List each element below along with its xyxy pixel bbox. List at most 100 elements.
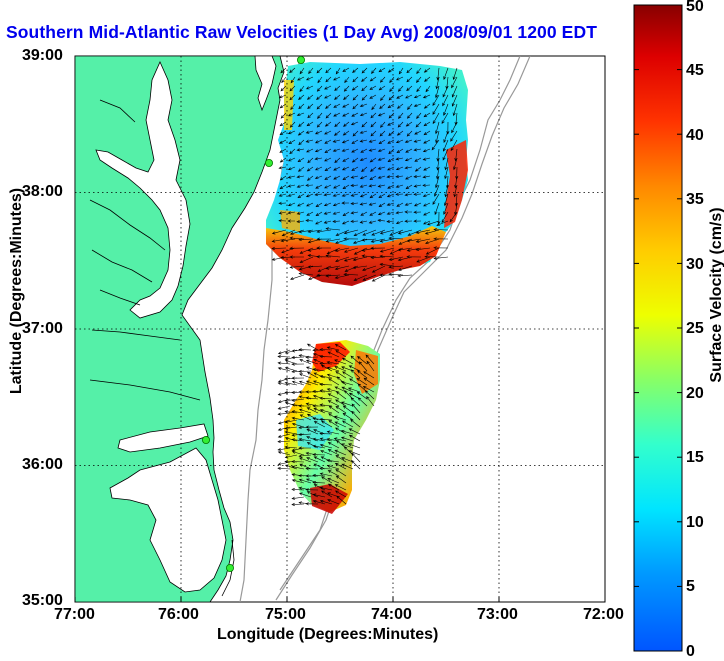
velocity-arrow <box>406 130 413 137</box>
velocity-arrow <box>396 148 404 154</box>
velocity-arrow <box>306 491 319 498</box>
velocity-arrow <box>291 410 305 414</box>
velocity-arrow <box>395 174 404 179</box>
colorbar-tick-label: 5 <box>686 578 695 595</box>
velocity-arrow <box>397 274 413 278</box>
velocity-arrow <box>434 184 440 197</box>
velocity-arrow <box>451 121 458 134</box>
velocity-arrow <box>306 211 314 216</box>
velocity-arrow <box>305 359 319 365</box>
velocity-arrow <box>377 148 386 152</box>
velocity-arrow <box>324 184 332 189</box>
velocity-arrow <box>341 463 354 470</box>
velocity-arrow <box>335 469 347 477</box>
velocity-arrow <box>287 219 295 223</box>
velocity-arrow <box>306 148 314 153</box>
velocity-arrow <box>353 247 368 255</box>
velocity-arrow <box>308 274 323 280</box>
velocity-arrow <box>342 157 350 162</box>
velocity-arrow <box>314 175 323 179</box>
velocity-arrow <box>284 426 298 430</box>
velocity-arrow <box>326 346 340 351</box>
velocity-arrow <box>379 76 386 83</box>
colorbar-tick-label: 20 <box>686 385 704 402</box>
velocity-arrow <box>335 371 347 379</box>
velocity-arrow <box>305 76 314 81</box>
velocity-arrow <box>359 103 368 107</box>
velocity-arrow <box>287 166 296 171</box>
velocity-arrow <box>335 427 347 435</box>
velocity-arrow <box>343 237 359 241</box>
velocity-arrow <box>371 265 386 273</box>
velocity-arrow <box>307 265 323 269</box>
velocity-arrow <box>358 361 368 372</box>
velocity-arrow <box>342 67 350 72</box>
velocity-arrow <box>298 404 312 408</box>
radar-stations <box>201 56 305 573</box>
velocity-arrow <box>313 484 326 491</box>
velocity-arrow <box>377 218 386 223</box>
velocity-arrow <box>407 229 422 236</box>
velocity-arrow <box>443 103 449 116</box>
velocity-arrow <box>312 473 326 478</box>
velocity-arrow <box>277 381 291 386</box>
velocity-arrow <box>313 429 326 435</box>
velocity-arrow <box>312 389 326 393</box>
velocity-arrow <box>332 219 341 223</box>
velocity-arrow <box>298 492 312 498</box>
velocity-arrow <box>340 380 354 386</box>
velocity-arrow <box>307 238 323 244</box>
velocity-arrow <box>325 227 341 231</box>
velocity-arrow <box>289 67 296 74</box>
colorbar-tick-label: 40 <box>686 127 704 144</box>
velocity-arrow <box>442 148 449 161</box>
velocity-arrow <box>277 447 291 451</box>
x-tick-label: 74:00 <box>371 606 412 623</box>
velocity-arrow <box>287 193 296 197</box>
velocity-arrow <box>352 265 368 270</box>
velocity-arrow <box>404 139 413 143</box>
velocity-arrow <box>298 348 312 352</box>
velocity-arrow <box>335 391 347 400</box>
velocity-arrow <box>325 103 332 109</box>
velocity-arrow <box>298 454 312 458</box>
velocity-arrow <box>386 193 395 198</box>
velocity-arrow <box>369 193 377 199</box>
velocity-arrow <box>352 256 368 262</box>
delaware-bay <box>254 56 277 112</box>
velocity-arrow <box>389 247 404 255</box>
velocity-arrow <box>313 372 326 379</box>
velocity-arrow <box>284 430 298 435</box>
velocity-arrow <box>334 247 350 252</box>
velocity-arrow <box>325 76 332 83</box>
x-tick-label: 72:00 <box>583 606 624 623</box>
velocity-arrow <box>435 85 440 99</box>
velocity-arrow <box>321 476 333 484</box>
velocity-arrow <box>404 193 413 197</box>
velocity-arrow <box>284 359 298 365</box>
velocity-arrow <box>334 85 341 91</box>
velocity-arrow <box>395 192 404 196</box>
station-marker <box>201 435 210 444</box>
velocity-arrow <box>348 450 361 456</box>
velocity-arrow <box>271 238 287 243</box>
velocity-arrow <box>422 157 431 161</box>
velocity-arrow <box>277 451 291 456</box>
velocity-arrow <box>359 175 368 180</box>
velocity-arrow <box>298 103 305 110</box>
velocity-arrow <box>377 166 386 170</box>
velocity-arrow <box>405 121 413 127</box>
velocity-arrow <box>451 76 458 89</box>
velocity-arrow <box>356 370 368 379</box>
velocity-arrow <box>299 67 305 75</box>
velocity-arrow <box>324 94 332 99</box>
velocity-arrow <box>368 139 377 143</box>
velocity-arrow <box>317 76 323 84</box>
velocity-arrow <box>277 405 291 410</box>
velocity-arrow <box>277 461 291 466</box>
velocity-arrow <box>324 148 332 153</box>
velocity-arrow <box>369 166 377 172</box>
x-tick-label: 73:00 <box>477 606 518 623</box>
velocity-arrow <box>444 166 449 180</box>
velocity-arrow <box>352 67 359 73</box>
